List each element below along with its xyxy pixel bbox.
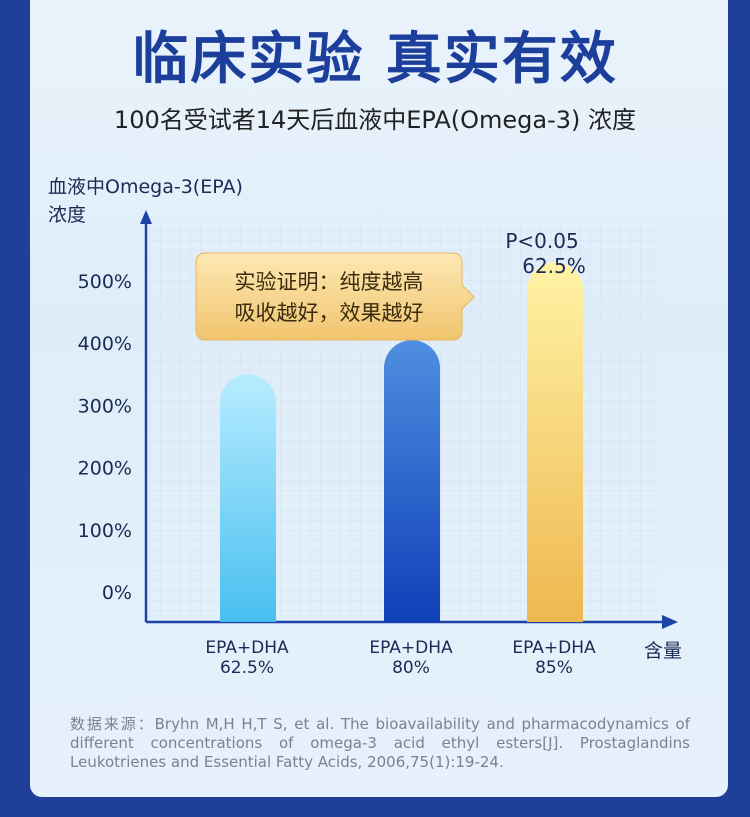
page-title: 临床实验 真实有效 [132,27,618,92]
y-tick-label: 300% [78,395,132,417]
x-tick-label: EPA+DHA [205,638,289,658]
source-citation: 数据来源：Bryhn M,H H,T S, et al. The bioavai… [70,715,690,771]
callout-line1: 实验证明：纯度越高 [235,270,424,294]
x-tick-label: EPA+DHA [369,638,453,658]
x-tick-sublabel: 80% [392,658,430,678]
x-tick-sublabel: 62.5% [220,658,274,678]
y-axis-label-line2: 浓度 [48,204,87,226]
y-tick-label: 400% [78,333,132,355]
bar-1 [220,374,276,622]
y-axis-arrow [140,210,152,224]
bar-2 [384,340,441,622]
page-subtitle: 100名受试者14天后血液中EPA(Omega-3) 浓度 [113,106,637,134]
y-tick-label: 200% [78,458,132,480]
callout-bubble [195,252,475,341]
x-tick-label: EPA+DHA [512,638,596,658]
x-tick-sublabel: 85% [535,658,573,678]
callout-line2: 吸收越好，效果越好 [235,301,424,325]
y-tick-label: 100% [78,520,132,542]
bar-3 [527,262,583,622]
y-axis-label-line1: 血液中Omega-3(EPA) [48,176,243,198]
y-tick-label: 500% [78,271,132,293]
p-value-label: P<0.05 [505,229,578,253]
bar-annotation-value: 62.5% [522,254,586,278]
x-axis-arrow [662,615,678,629]
x-axis-label: 含量 [644,640,682,662]
y-tick-label: 0% [102,582,132,604]
y-axis-label: 血液中Omega-3(EPA) 浓度 [48,173,243,229]
callout-box: 实验证明：纯度越高 吸收越好，效果越好 [195,252,475,341]
